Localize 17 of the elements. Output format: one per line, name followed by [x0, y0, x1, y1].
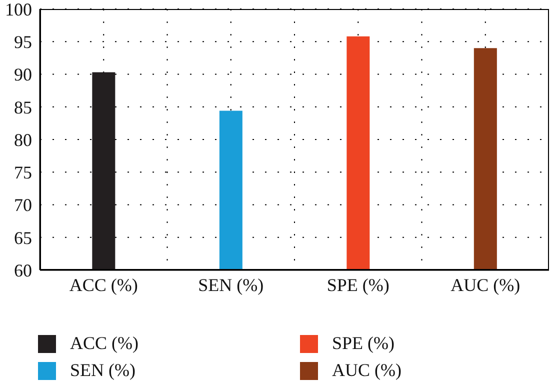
y-tick-label: 85	[14, 97, 32, 118]
x-tick-label: AUC (%)	[450, 274, 520, 295]
y-tick-label: 100	[5, 0, 32, 20]
y-tick-label: 70	[14, 195, 32, 216]
y-tick-label: 90	[14, 64, 32, 85]
y-tick-label: 75	[14, 162, 32, 183]
x-tick-label: ACC (%)	[69, 274, 138, 295]
y-tick-label: 80	[14, 130, 32, 150]
y-tick-label: 65	[14, 228, 32, 248]
x-tick-label: SEN (%)	[198, 274, 264, 295]
legend-label: SPE (%)	[332, 333, 394, 354]
legend-label: AUC (%)	[332, 360, 402, 381]
x-tick-label: SPE (%)	[326, 274, 390, 295]
y-tick-label: 60	[14, 260, 32, 280]
legend-label: ACC (%)	[70, 333, 138, 354]
y-tick-label: 95	[14, 32, 32, 52]
legend-label: SEN (%)	[70, 360, 136, 381]
